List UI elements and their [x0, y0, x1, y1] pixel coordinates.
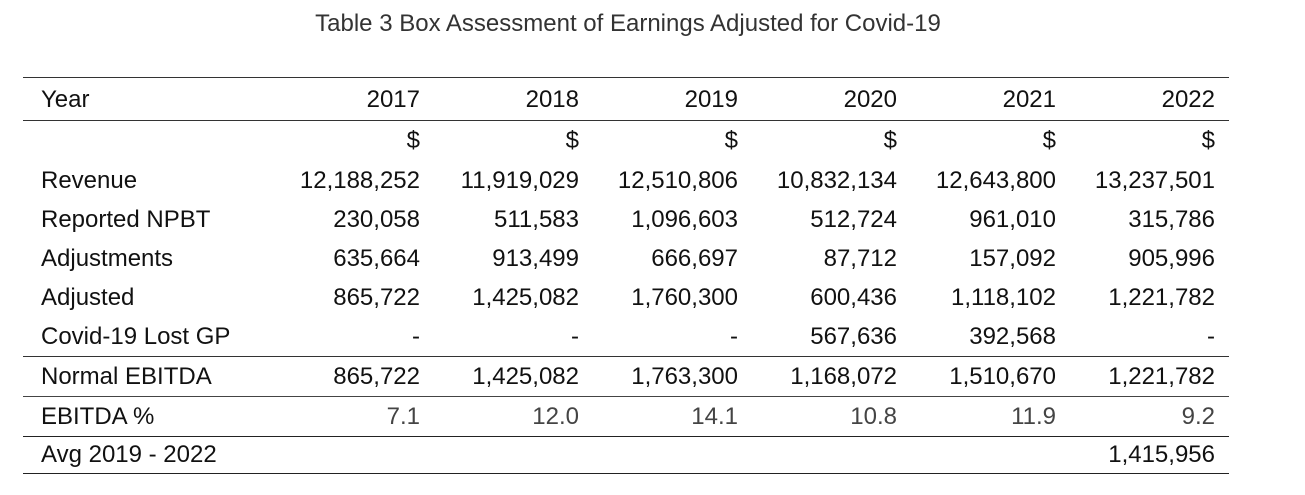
value-cell: 10.8 [752, 396, 911, 437]
currency-cell: $ [724, 127, 738, 154]
value-cell: 905,996 [1128, 244, 1215, 272]
year-cell: 2022 [1070, 77, 1229, 121]
value-cell: 1,096,603 [631, 205, 738, 233]
average-row: Avg 2019 - 2022 1,415,956 [23, 436, 1229, 474]
value-cell: 12,510,806 [617, 166, 738, 194]
covid-lost-gp-row: Covid-19 Lost GP - - - 567,636 392,568 - [23, 317, 1229, 357]
currency-cell: $ [565, 127, 579, 154]
value-cell: 12.0 [434, 396, 593, 437]
year-cell: 2017 [275, 77, 434, 121]
currency-row: $ $ $ $ $ $ [23, 121, 1229, 162]
value-cell: 600,436 [810, 283, 897, 311]
value-cell: 1,763,300 [593, 356, 752, 397]
header-row: Year 2017 2018 2019 2020 2021 2022 [23, 77, 1229, 121]
value-cell: 512,724 [810, 205, 897, 233]
value-cell: - [593, 317, 752, 357]
value-cell [593, 436, 752, 474]
table-title: Table 3 Box Assessment of Earnings Adjus… [315, 10, 941, 37]
value-cell: 12,188,252 [299, 166, 420, 194]
value-cell: 10,832,134 [776, 166, 897, 194]
value-cell: 1,221,782 [1108, 283, 1215, 311]
adjustments-row: Adjustments 635,664 913,499 666,697 87,7… [23, 239, 1229, 278]
normal-ebitda-row: Normal EBITDA 865,722 1,425,082 1,763,30… [23, 356, 1229, 397]
value-cell [911, 436, 1070, 474]
value-cell [275, 436, 434, 474]
value-cell: 1,760,300 [631, 283, 738, 311]
year-cell: 2021 [911, 77, 1070, 121]
value-cell: 13,237,501 [1094, 166, 1215, 194]
value-cell: 567,636 [752, 317, 911, 357]
row-label: Covid-19 Lost GP [23, 317, 275, 357]
row-label: Normal EBITDA [23, 356, 275, 397]
value-cell: 961,010 [969, 205, 1056, 233]
adjusted-row: Adjusted 865,722 1,425,082 1,760,300 600… [23, 278, 1229, 317]
value-cell: 1,221,782 [1070, 356, 1229, 397]
value-cell: 87,712 [823, 244, 897, 272]
row-label: Reported NPBT [41, 205, 211, 233]
year-cell: 2018 [434, 77, 593, 121]
value-cell: 635,664 [333, 244, 420, 272]
year-label: Year [23, 77, 275, 121]
value-cell: 1,168,072 [752, 356, 911, 397]
value-cell: 11.9 [911, 396, 1070, 437]
currency-cell: $ [1201, 127, 1215, 154]
value-cell: 12,643,800 [935, 166, 1056, 194]
value-cell: - [434, 317, 593, 357]
currency-label [23, 121, 275, 162]
value-cell: 1,415,956 [1070, 436, 1229, 474]
year-cell: 2019 [593, 77, 752, 121]
value-cell: - [275, 317, 434, 357]
currency-cell: $ [1042, 127, 1056, 154]
value-cell [434, 436, 593, 474]
value-cell: 865,722 [333, 283, 420, 311]
value-cell: 1,118,102 [951, 283, 1056, 311]
row-label: Revenue [41, 166, 138, 194]
value-cell: 315,786 [1128, 205, 1215, 233]
revenue-row: Revenue 12,188,252 11,919,029 12,510,806… [23, 161, 1229, 200]
value-cell [752, 436, 911, 474]
value-cell: 7.1 [275, 396, 434, 437]
reported-npbt-row: Reported NPBT 230,058 511,583 1,096,603 … [23, 200, 1229, 239]
row-label: Avg 2019 - 2022 [23, 436, 275, 474]
currency-cell: $ [883, 127, 897, 154]
value-cell: 14.1 [593, 396, 752, 437]
value-cell: 913,499 [492, 244, 579, 272]
value-cell: 865,722 [275, 356, 434, 397]
row-label: Adjusted [41, 283, 135, 311]
value-cell: 230,058 [333, 205, 420, 233]
value-cell: 392,568 [911, 317, 1070, 357]
currency-cell: $ [406, 127, 420, 154]
value-cell: 666,697 [651, 244, 738, 272]
value-cell: 511,583 [494, 205, 579, 233]
value-cell: 9.2 [1070, 396, 1229, 437]
value-cell: 11,919,029 [460, 166, 579, 194]
value-cell: 157,092 [969, 244, 1056, 272]
year-cell: 2020 [752, 77, 911, 121]
row-label: Adjustments [41, 244, 174, 272]
row-label: EBITDA % [23, 396, 275, 437]
value-cell: 1,510,670 [911, 356, 1070, 397]
value-cell: 1,425,082 [434, 356, 593, 397]
earnings-table: Year 2017 2018 2019 2020 2021 2022 $ $ $… [23, 77, 1229, 474]
value-cell: 1,425,082 [472, 283, 579, 311]
value-cell: - [1070, 317, 1229, 357]
ebitda-percent-row: EBITDA % 7.1 12.0 14.1 10.8 11.9 9.2 [23, 396, 1229, 437]
